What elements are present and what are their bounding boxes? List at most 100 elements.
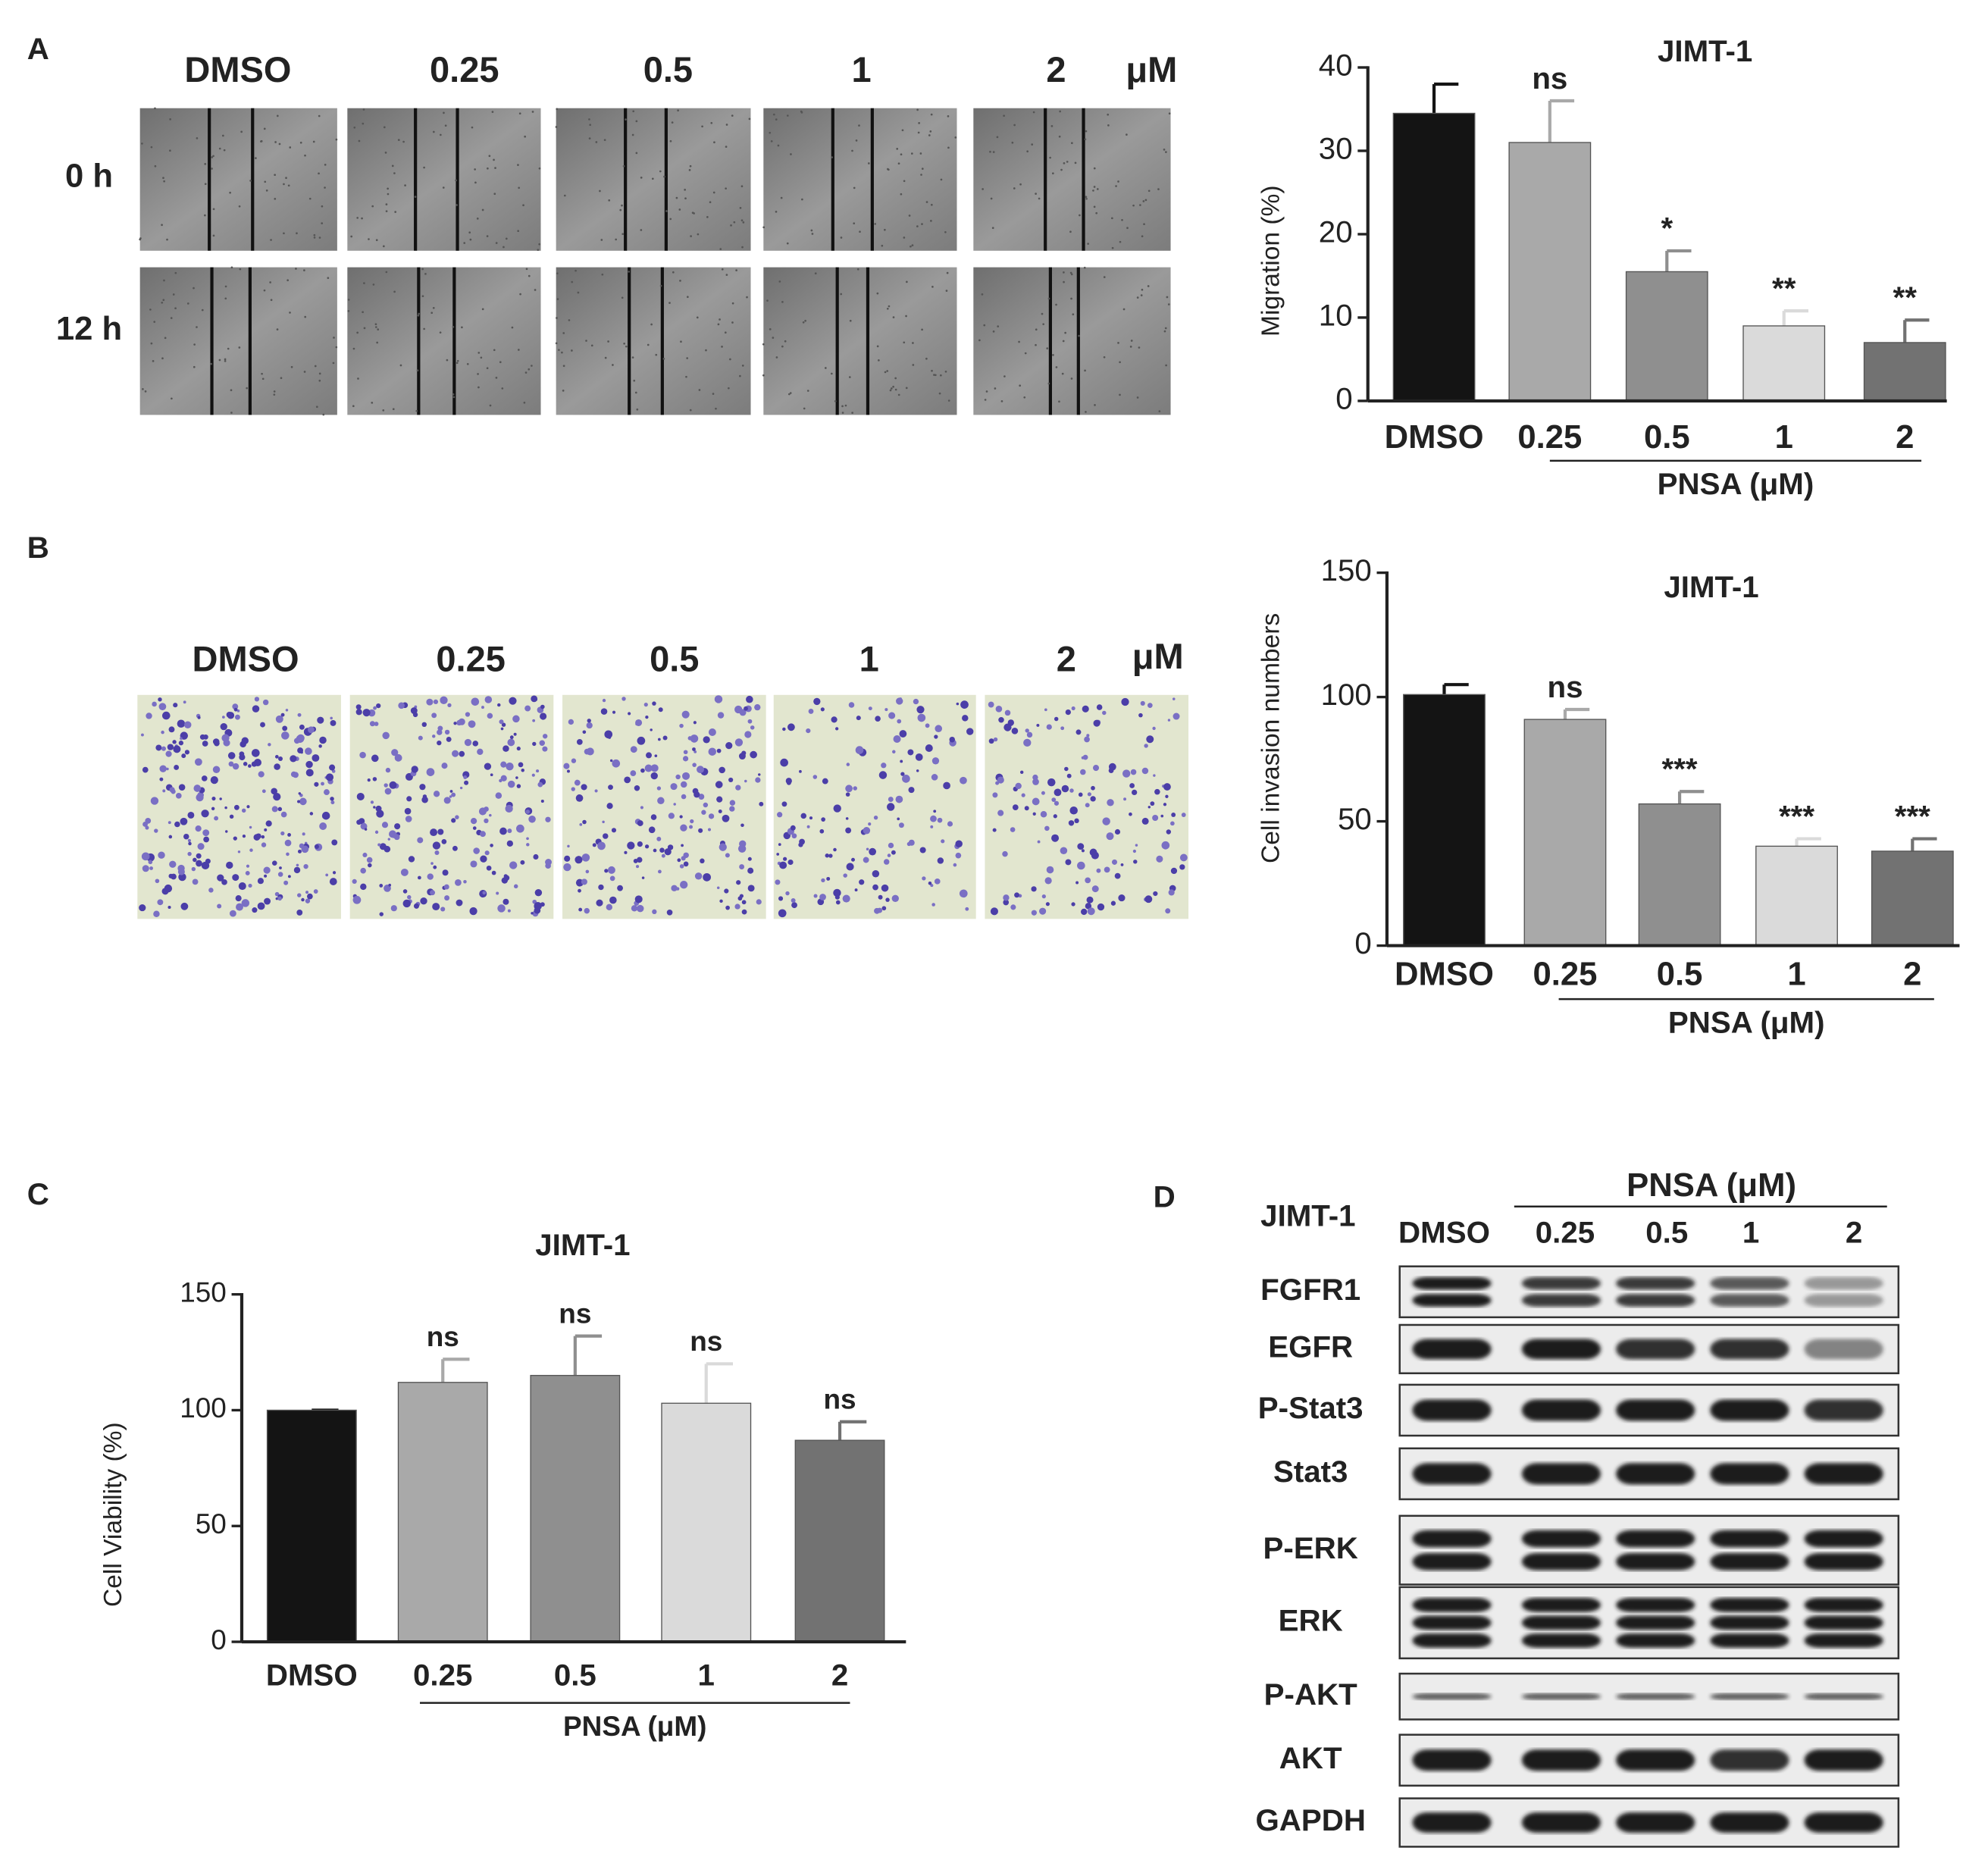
stained-cell [274, 763, 280, 770]
stained-cell [845, 817, 849, 820]
stained-cell [379, 912, 384, 916]
stained-cell [500, 727, 504, 731]
cell-speck [154, 164, 157, 168]
stained-cell [878, 894, 883, 900]
stained-cell [1003, 894, 1010, 901]
y-tick-label: 150 [1321, 553, 1372, 587]
stained-cell [402, 899, 411, 908]
stained-cell [575, 856, 583, 864]
cell-speck [903, 180, 906, 183]
stained-cell [997, 776, 1004, 784]
cell-speck [384, 152, 387, 154]
stained-cell [1026, 731, 1033, 738]
y-axis-label: Cell Viability (%) [99, 1422, 127, 1607]
stained-cell [1039, 907, 1047, 915]
cell-speck [561, 351, 563, 354]
stained-cell [791, 898, 796, 904]
stained-cell [571, 787, 575, 791]
stained-cell [692, 763, 697, 767]
stained-cell [161, 730, 164, 734]
cell-speck [905, 315, 907, 318]
stained-cell [532, 719, 536, 722]
cell-speck [1083, 266, 1086, 269]
cell-speck [848, 376, 851, 378]
cell-speck [518, 349, 520, 351]
stained-cell [701, 810, 706, 815]
stained-cell [1002, 850, 1008, 857]
band [1521, 1276, 1601, 1290]
stained-cell [430, 828, 438, 837]
cell-speck [739, 374, 741, 377]
stained-cell [787, 859, 794, 866]
cell-speck [1167, 303, 1170, 305]
stained-cell [618, 886, 622, 891]
cell-speck [1132, 204, 1135, 207]
x-tick-label: 1 [1787, 955, 1805, 992]
cell-speck [1018, 340, 1020, 343]
stained-cell [301, 897, 305, 902]
stained-cell [683, 861, 689, 867]
cell-speck [1085, 197, 1088, 200]
cell-speck [1107, 124, 1110, 127]
band [1616, 1749, 1695, 1771]
cell-speck [1115, 185, 1117, 187]
stained-cell [992, 828, 997, 832]
micrograph [556, 267, 751, 415]
cell-speck [358, 139, 361, 143]
cell-speck [568, 319, 571, 321]
cell-speck [897, 393, 900, 396]
cell-speck [742, 221, 745, 224]
stained-cell [1102, 710, 1107, 716]
stained-cell [799, 769, 802, 773]
column-label: 0.25 [436, 639, 505, 679]
stained-cell [330, 797, 334, 801]
cell-speck [989, 150, 991, 153]
lane-label: DMSO [1398, 1215, 1490, 1249]
stained-cell [1045, 902, 1050, 907]
cell-speck [1119, 393, 1121, 396]
stained-cell [243, 762, 248, 766]
stained-cell [172, 740, 177, 744]
stained-cell [193, 785, 202, 792]
stained-cell [187, 851, 192, 857]
panel-letter: A [27, 32, 49, 66]
stained-cell [845, 792, 850, 797]
stained-cell [775, 879, 781, 885]
stained-cell [1053, 814, 1057, 819]
cell-speck [944, 370, 947, 373]
band [1710, 1693, 1789, 1700]
stained-cell [356, 819, 362, 825]
stained-cell [919, 847, 926, 853]
stained-cell [966, 728, 974, 735]
stained-cell [928, 882, 932, 885]
cell-speck [896, 148, 899, 150]
stained-cell [180, 817, 188, 825]
stained-cell [1111, 859, 1118, 865]
stained-cell [374, 830, 379, 834]
stained-cell [635, 719, 643, 726]
column-label: 0.25 [430, 49, 499, 89]
stained-cell [264, 828, 268, 832]
stained-cell [413, 903, 420, 909]
stained-cell [937, 817, 943, 823]
cell-speck [1031, 143, 1034, 146]
stained-cell [229, 910, 236, 917]
cell-speck [1085, 130, 1088, 133]
cell-speck [947, 146, 950, 149]
stained-cell [1041, 791, 1045, 795]
stained-cell [359, 751, 366, 759]
cell-speck [982, 188, 984, 190]
column-label: 2 [1046, 49, 1066, 89]
cell-speck [901, 129, 904, 132]
stained-cell [515, 776, 518, 779]
stained-cell [900, 759, 903, 763]
stained-cell [1081, 756, 1085, 759]
stained-cell [199, 734, 205, 740]
stained-cell [245, 870, 250, 875]
stained-cell [389, 781, 397, 789]
cell-speck [633, 379, 636, 382]
stained-cell [783, 857, 787, 861]
cell-speck [717, 323, 720, 326]
stained-cell [1123, 797, 1127, 801]
stained-cell [331, 839, 338, 846]
